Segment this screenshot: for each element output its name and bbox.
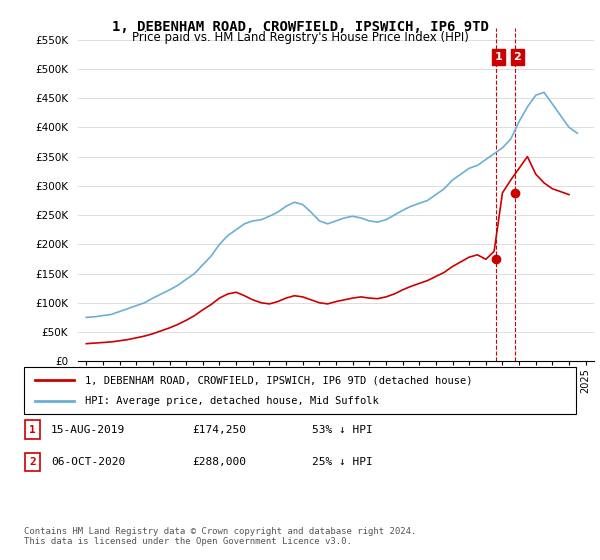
Text: 1, DEBENHAM ROAD, CROWFIELD, IPSWICH, IP6 9TD: 1, DEBENHAM ROAD, CROWFIELD, IPSWICH, IP… — [112, 20, 488, 34]
Text: £288,000: £288,000 — [192, 457, 246, 467]
Text: 15-AUG-2019: 15-AUG-2019 — [51, 424, 125, 435]
Text: 06-OCT-2020: 06-OCT-2020 — [51, 457, 125, 467]
Text: £174,250: £174,250 — [192, 424, 246, 435]
FancyBboxPatch shape — [24, 367, 576, 414]
Text: 1: 1 — [29, 424, 36, 435]
Text: Price paid vs. HM Land Registry's House Price Index (HPI): Price paid vs. HM Land Registry's House … — [131, 31, 469, 44]
Text: 53% ↓ HPI: 53% ↓ HPI — [312, 424, 373, 435]
FancyBboxPatch shape — [25, 421, 40, 438]
Text: 2: 2 — [514, 52, 521, 62]
Text: HPI: Average price, detached house, Mid Suffolk: HPI: Average price, detached house, Mid … — [85, 396, 379, 406]
Text: 25% ↓ HPI: 25% ↓ HPI — [312, 457, 373, 467]
Text: 1: 1 — [495, 52, 503, 62]
Text: 1, DEBENHAM ROAD, CROWFIELD, IPSWICH, IP6 9TD (detached house): 1, DEBENHAM ROAD, CROWFIELD, IPSWICH, IP… — [85, 375, 472, 385]
FancyBboxPatch shape — [25, 453, 40, 471]
Text: 2: 2 — [29, 457, 36, 467]
Text: Contains HM Land Registry data © Crown copyright and database right 2024.
This d: Contains HM Land Registry data © Crown c… — [24, 526, 416, 546]
